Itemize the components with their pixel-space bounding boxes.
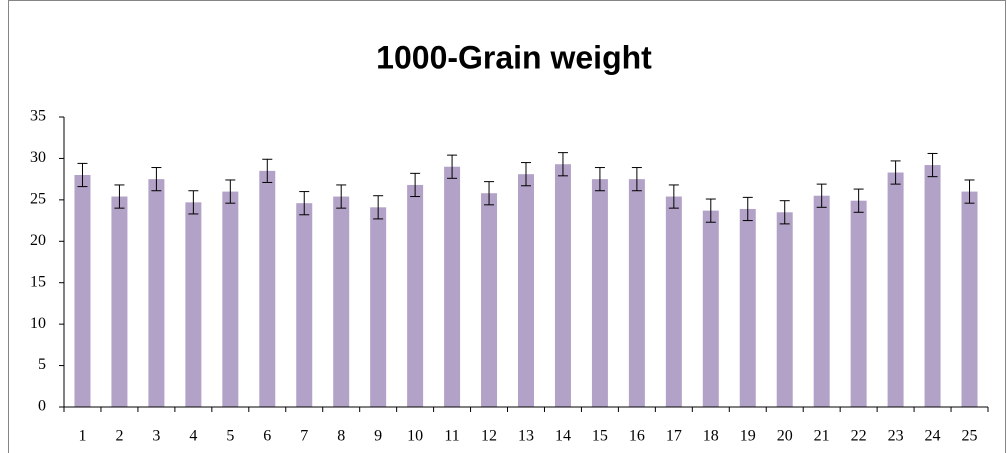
bar — [518, 174, 534, 407]
bar — [148, 179, 165, 407]
y-tick-label: 20 — [30, 232, 46, 249]
bar — [74, 175, 91, 407]
error-bar — [447, 154, 458, 179]
bar — [554, 164, 571, 407]
error-bar — [668, 184, 679, 209]
bar — [776, 212, 793, 407]
x-tick-label: 1 — [78, 428, 86, 445]
y-tick-label: 30 — [30, 149, 46, 166]
error-bar — [521, 162, 531, 187]
x-tick-label: 11 — [444, 428, 459, 445]
error-bar — [705, 198, 716, 223]
x-tick-label: 19 — [740, 428, 756, 445]
bar — [739, 208, 756, 407]
x-tick-label: 10 — [407, 428, 423, 445]
x-tick-label: 6 — [263, 428, 271, 445]
bar — [111, 196, 128, 407]
x-tick-label: 12 — [481, 428, 497, 445]
x-tick-label: 3 — [152, 428, 160, 445]
x-tick-label: 9 — [374, 428, 382, 445]
x-tick-label: 2 — [115, 428, 123, 445]
bar — [370, 207, 387, 407]
y-tick-label: 15 — [30, 273, 46, 290]
error-bar — [964, 179, 975, 204]
error-bar — [890, 160, 901, 185]
x-tick-label: 15 — [592, 428, 608, 445]
error-bar — [631, 167, 642, 192]
chart-border — [8, 0, 1006, 453]
x-tick-label: 8 — [337, 428, 345, 445]
error-bar — [336, 184, 347, 209]
y-tick-label: 35 — [30, 108, 46, 125]
bar — [961, 191, 978, 407]
x-tick-label: 4 — [189, 428, 197, 445]
x-tick-label: 20 — [777, 428, 793, 445]
y-tick-label: 5 — [38, 356, 46, 373]
error-bar — [853, 188, 864, 213]
x-tick-label: 14 — [555, 428, 571, 445]
x-tick-label: 24 — [925, 428, 941, 445]
error-bar — [299, 191, 310, 216]
bar — [333, 196, 350, 407]
error-bar — [779, 200, 790, 225]
bar — [407, 184, 424, 407]
x-tick-label: 21 — [814, 428, 830, 445]
error-bar — [373, 195, 384, 220]
y-tick-label: 0 — [38, 398, 46, 415]
bar — [296, 203, 313, 407]
x-tick-label: 16 — [629, 428, 645, 445]
bar — [591, 179, 608, 407]
error-bar — [262, 158, 273, 183]
error-bar — [114, 184, 125, 209]
bar — [481, 193, 498, 407]
x-tick-label: 17 — [666, 428, 682, 445]
x-tick-label: 22 — [851, 428, 867, 445]
error-bar — [151, 167, 162, 192]
y-tick-label: 10 — [30, 315, 46, 332]
x-tick-label: 18 — [703, 428, 719, 445]
y-tick-label: 25 — [30, 191, 46, 208]
x-tick-label: 23 — [888, 428, 904, 445]
bar — [665, 196, 682, 407]
error-bar — [188, 190, 199, 215]
bar — [924, 165, 941, 407]
bar — [702, 210, 719, 407]
bar — [444, 166, 461, 407]
error-bar — [484, 181, 495, 206]
bar — [628, 179, 645, 407]
error-bar — [557, 152, 568, 177]
x-tick-label: 13 — [518, 428, 534, 445]
bar — [259, 170, 276, 407]
bar — [813, 195, 830, 407]
bar — [887, 172, 904, 407]
chart-title: 1000-Grain weight — [376, 39, 652, 75]
x-tick-label: 7 — [300, 428, 308, 445]
bar — [185, 202, 202, 407]
x-tick-label: 25 — [962, 428, 978, 445]
error-bar — [816, 183, 827, 208]
error-bar — [594, 167, 605, 192]
error-bar — [410, 172, 421, 198]
bar — [850, 200, 867, 407]
error-bar — [77, 162, 88, 188]
x-tick-label: 5 — [226, 428, 234, 445]
error-bar — [742, 196, 753, 222]
bar — [222, 191, 239, 407]
error-bar — [927, 152, 938, 178]
error-bar — [225, 179, 236, 204]
